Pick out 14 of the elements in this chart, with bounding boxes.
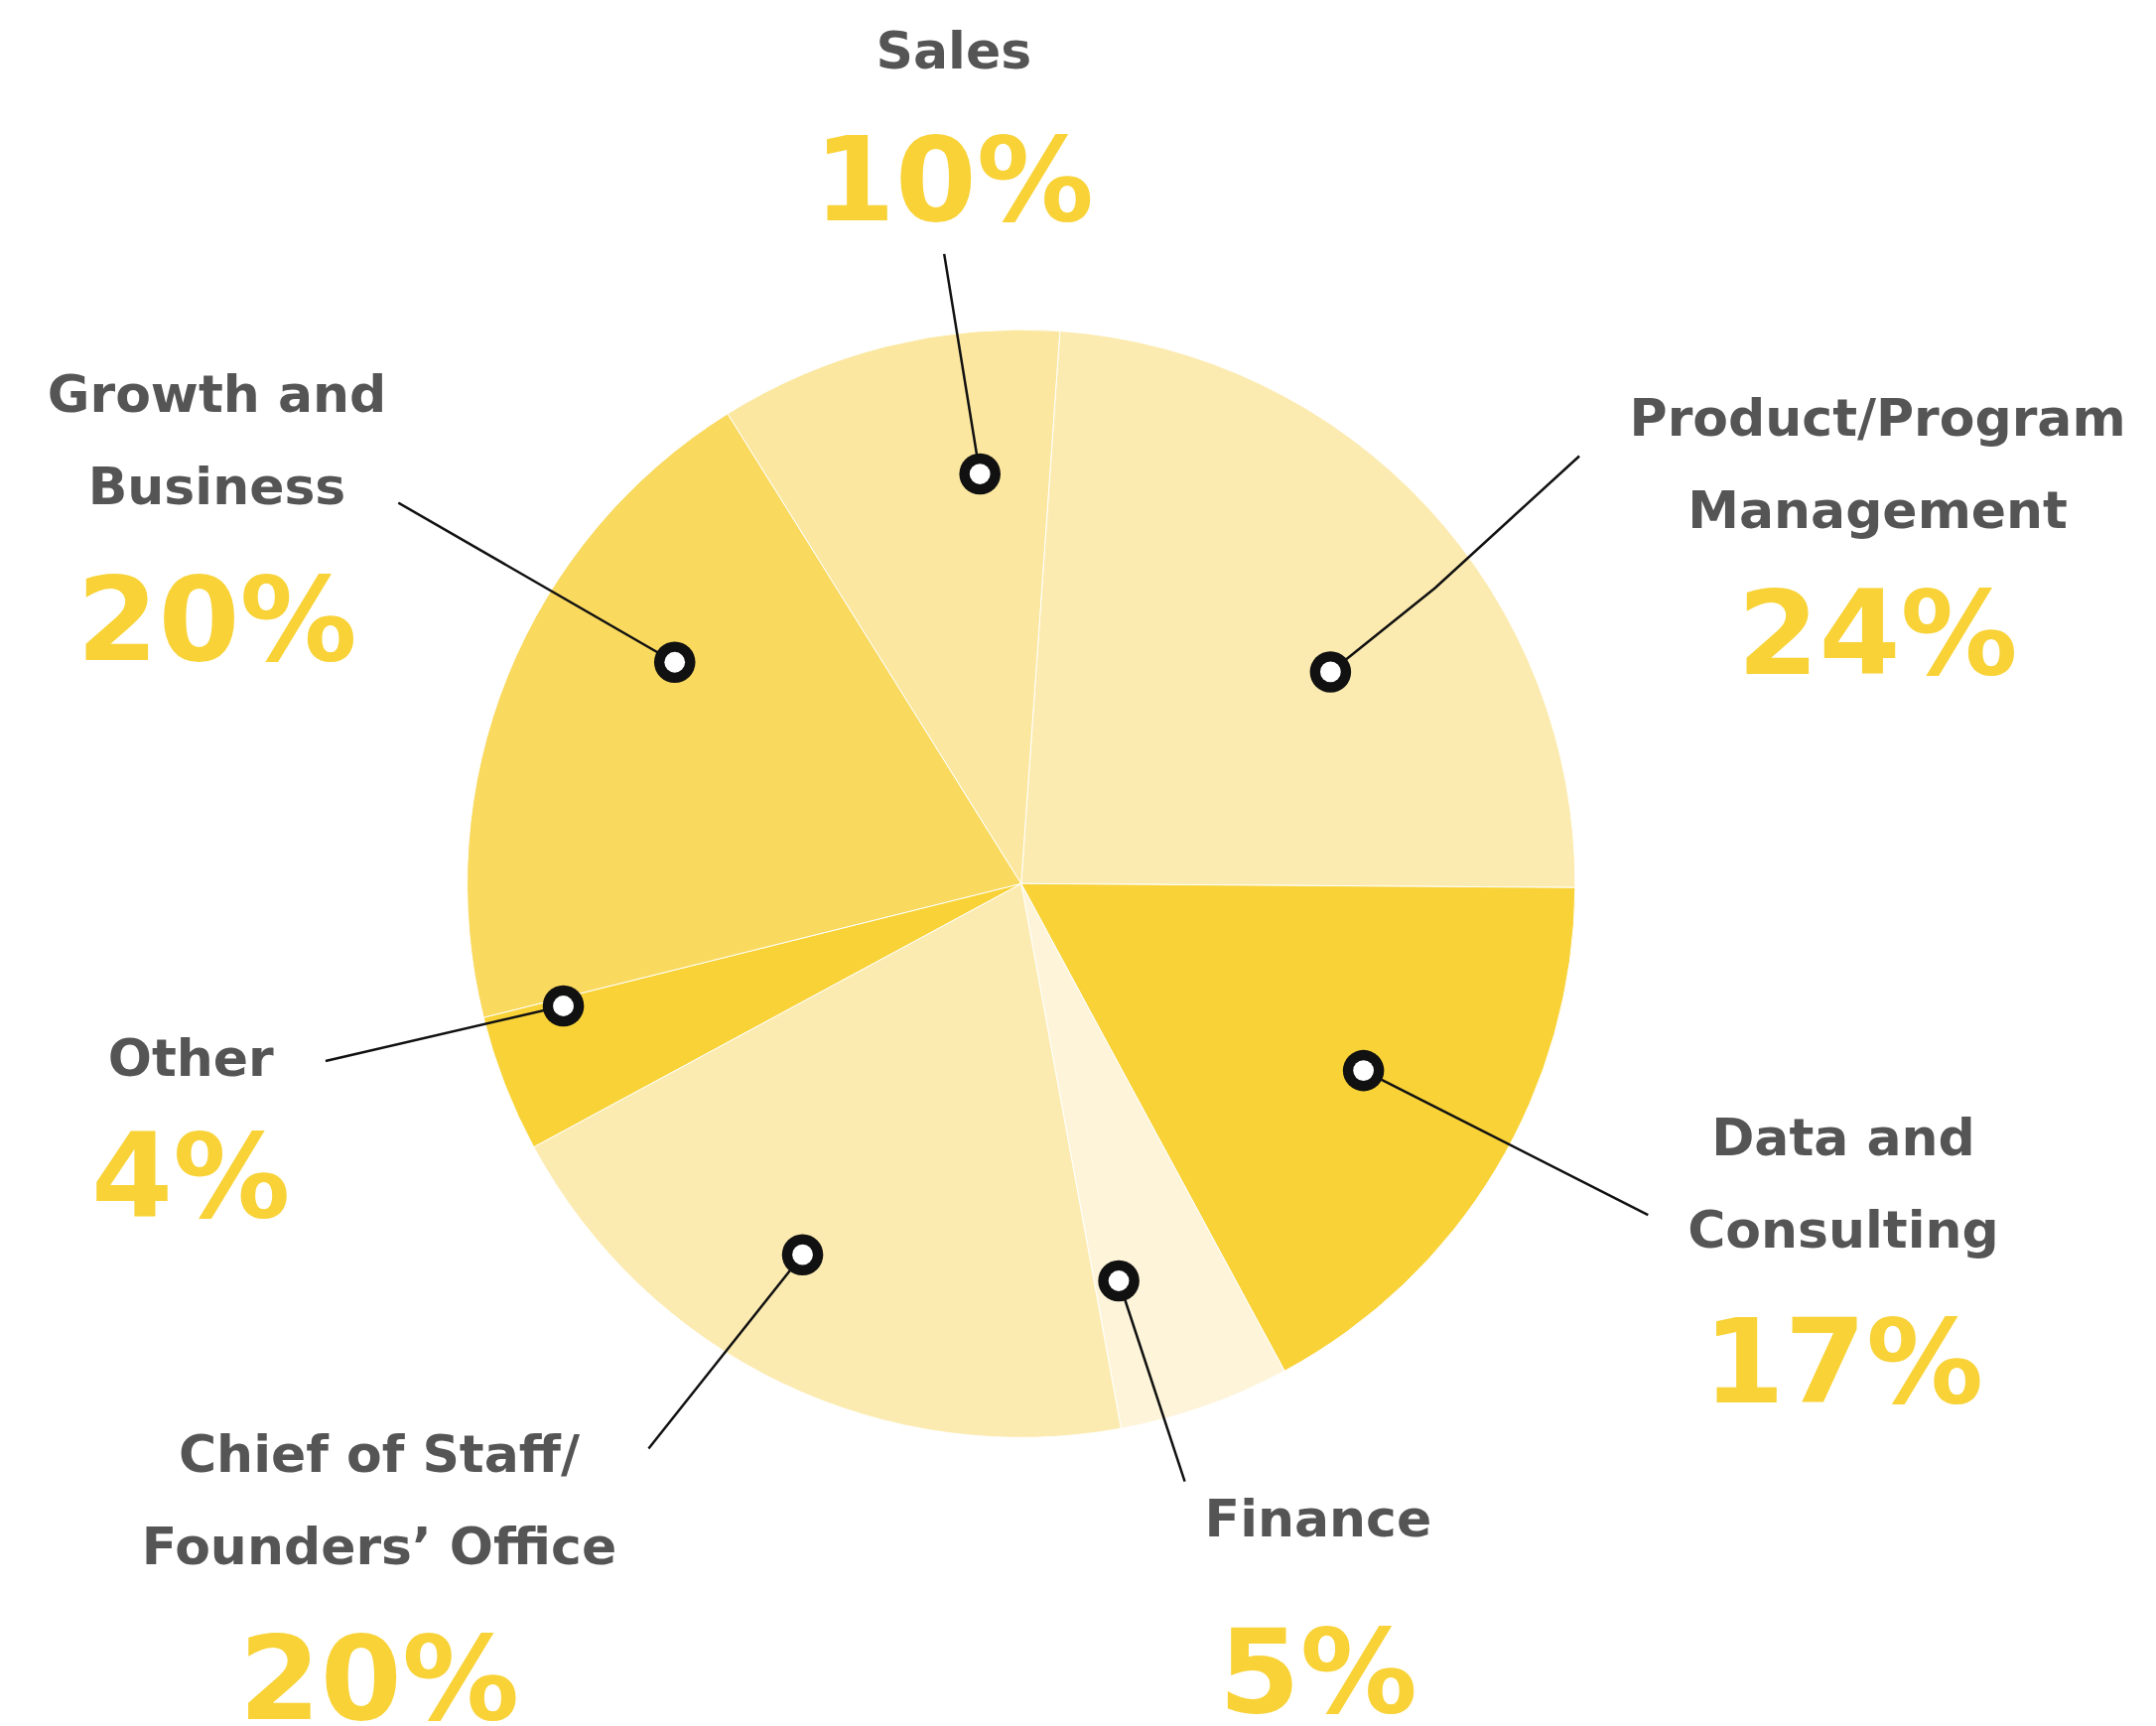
data-label: 4% <box>91 1108 291 1246</box>
data-label: 5% <box>1218 1602 1418 1726</box>
slice-label: Product/Program Management <box>1629 387 2126 540</box>
slice-label: Chief of Staff/ Founders’ Office <box>141 1424 617 1576</box>
data-label: 20% <box>238 1609 520 1726</box>
slice-label: Finance <box>1204 1489 1432 1549</box>
slice-label: Data and Consulting <box>1687 1108 1999 1261</box>
data-label: 17% <box>1702 1293 1984 1431</box>
data-label: 10% <box>813 111 1095 249</box>
slice-label: Sales <box>876 20 1032 80</box>
data-label: 20% <box>76 551 357 689</box>
slice-label: Other <box>107 1028 275 1089</box>
slice-label: Growth and Business <box>47 364 387 516</box>
data-label: 24% <box>1737 565 2018 703</box>
